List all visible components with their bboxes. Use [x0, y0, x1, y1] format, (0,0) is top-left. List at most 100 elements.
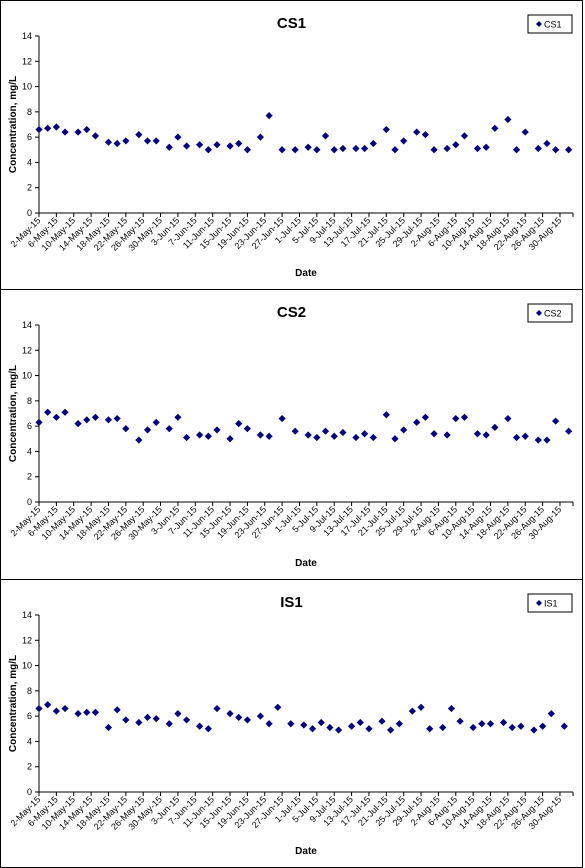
- data-point-cs2: [391, 435, 399, 443]
- data-point-cs2: [183, 433, 191, 442]
- y-tick-label: 10: [22, 371, 32, 381]
- data-point-is1: [52, 707, 60, 715]
- data-point-is1: [287, 720, 295, 728]
- data-point-is1: [35, 704, 43, 713]
- data-point-is1: [334, 726, 343, 734]
- data-point-cs2: [204, 432, 212, 440]
- data-point-is1: [408, 707, 416, 715]
- data-point-is1: [135, 718, 143, 727]
- data-point-is1: [235, 713, 243, 722]
- data-point-is1: [486, 720, 495, 728]
- data-point-cs2: [143, 426, 152, 434]
- data-point-is1: [74, 710, 82, 718]
- chart-title: IS1: [280, 594, 303, 611]
- legend: IS1: [527, 593, 573, 613]
- data-point-is1: [469, 723, 477, 732]
- data-point-cs2: [278, 414, 286, 423]
- y-tick-label: 12: [22, 635, 32, 645]
- chart-svg: IS1024681012142-May-156-May-1510-May-151…: [8, 593, 574, 857]
- data-point-cs1: [143, 137, 152, 145]
- data-point-cs2: [235, 420, 243, 428]
- legend-marker: [536, 21, 542, 27]
- data-point-cs1: [183, 142, 191, 150]
- y-tick-label: 0: [27, 208, 32, 218]
- data-point-is1: [326, 723, 334, 732]
- data-point-cs1: [339, 144, 347, 153]
- data-point-cs1: [321, 132, 330, 140]
- data-point-cs1: [382, 125, 390, 134]
- data-point-cs1: [391, 146, 399, 154]
- data-point-cs2: [52, 413, 60, 421]
- data-point-cs1: [256, 133, 265, 141]
- data-point-cs2: [174, 413, 182, 421]
- data-point-cs2: [265, 432, 273, 440]
- data-point-cs1: [413, 128, 421, 136]
- data-point-cs1: [44, 124, 52, 132]
- data-point-cs1: [35, 125, 43, 134]
- data-point-cs1: [361, 144, 369, 153]
- data-point-cs1: [243, 146, 251, 154]
- data-point-is1: [204, 725, 212, 733]
- data-point-is1: [143, 713, 152, 722]
- data-point-cs1: [113, 139, 121, 148]
- data-point-is1: [174, 710, 182, 718]
- data-point-is1: [183, 716, 191, 724]
- data-point-is1: [395, 720, 403, 728]
- data-point-cs2: [565, 427, 573, 435]
- data-point-is1: [61, 704, 69, 713]
- data-point-is1: [539, 722, 547, 730]
- y-tick-label: 4: [27, 736, 32, 746]
- data-point-cs1: [291, 146, 299, 154]
- data-point-cs1: [104, 138, 113, 146]
- x-axis-title: Date: [295, 558, 317, 569]
- data-point-cs2: [91, 413, 100, 421]
- data-point-is1: [456, 717, 464, 725]
- data-point-cs1: [135, 131, 143, 139]
- data-point-is1: [417, 703, 425, 711]
- legend-label: IS1: [544, 599, 558, 609]
- data-point-is1: [226, 710, 234, 718]
- data-point-cs1: [534, 144, 542, 153]
- data-point-cs2: [330, 432, 338, 440]
- data-point-cs2: [256, 431, 265, 439]
- data-point-cs2: [482, 431, 490, 439]
- legend-label: CS1: [544, 20, 562, 30]
- data-point-is1: [165, 720, 173, 728]
- data-point-cs1: [460, 132, 469, 140]
- data-point-cs2: [369, 433, 377, 442]
- data-point-cs1: [482, 143, 490, 151]
- y-tick-label: 4: [27, 157, 32, 167]
- data-point-cs2: [44, 408, 52, 416]
- data-point-cs1: [213, 141, 221, 149]
- y-axis-title: Concentration, mg/L: [8, 365, 19, 462]
- data-point-cs2: [473, 430, 482, 438]
- data-point-cs1: [226, 142, 234, 150]
- data-point-is1: [44, 701, 52, 709]
- data-point-cs2: [196, 431, 204, 439]
- data-point-is1: [213, 704, 221, 713]
- data-point-cs1: [565, 146, 573, 154]
- data-point-cs1: [452, 141, 460, 149]
- data-point-is1: [83, 708, 91, 716]
- data-point-cs2: [122, 425, 130, 433]
- data-point-cs2: [113, 414, 121, 423]
- data-point-cs2: [452, 414, 460, 423]
- data-point-cs1: [204, 146, 212, 154]
- data-point-cs1: [543, 139, 551, 148]
- data-point-cs1: [83, 125, 91, 134]
- data-point-cs1: [521, 128, 529, 136]
- y-tick-label: 10: [22, 661, 32, 671]
- y-tick-label: 10: [22, 82, 32, 92]
- data-point-is1: [365, 725, 373, 733]
- data-point-cs2: [460, 413, 469, 421]
- data-point-cs2: [226, 435, 234, 443]
- data-point-cs1: [174, 133, 182, 141]
- data-point-cs2: [83, 416, 91, 424]
- data-point-is1: [560, 722, 568, 730]
- data-point-is1: [547, 710, 555, 718]
- data-point-cs2: [534, 436, 542, 444]
- data-point-cs1: [265, 112, 273, 120]
- data-point-cs2: [152, 418, 160, 426]
- data-point-cs1: [400, 137, 408, 145]
- data-point-cs2: [165, 425, 173, 433]
